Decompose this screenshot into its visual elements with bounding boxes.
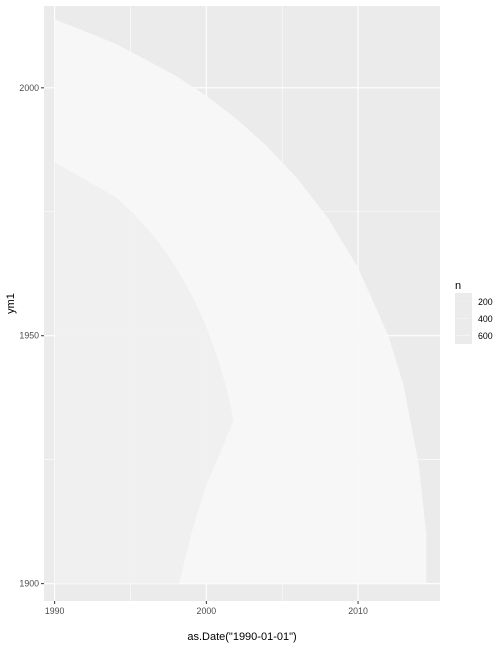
x-axis: 1990 2000 2010 (45, 601, 368, 616)
y-tick-label: 2000 (19, 83, 39, 93)
data-inner-shade (54, 162, 234, 584)
x-tick-label: 2000 (197, 606, 217, 616)
legend-label: 400 (478, 314, 493, 324)
data-layer (54, 19, 427, 584)
x-tick-label: 1990 (45, 606, 65, 616)
y-tick-label: 1900 (19, 579, 39, 589)
y-axis-title: ym1 (5, 293, 17, 314)
y-axis: 1900 1950 2000 (19, 83, 44, 589)
legend-label: 200 (478, 297, 493, 307)
legend-label: 600 (478, 331, 493, 341)
legend: n 200 400 600 (455, 280, 493, 344)
legend-keys: 200 400 600 (455, 293, 493, 344)
x-axis-title: as.Date("1990-01-01") (187, 631, 296, 643)
legend-title: n (455, 280, 461, 292)
y-tick-label: 1950 (19, 331, 39, 341)
x-tick-label: 2010 (348, 606, 368, 616)
